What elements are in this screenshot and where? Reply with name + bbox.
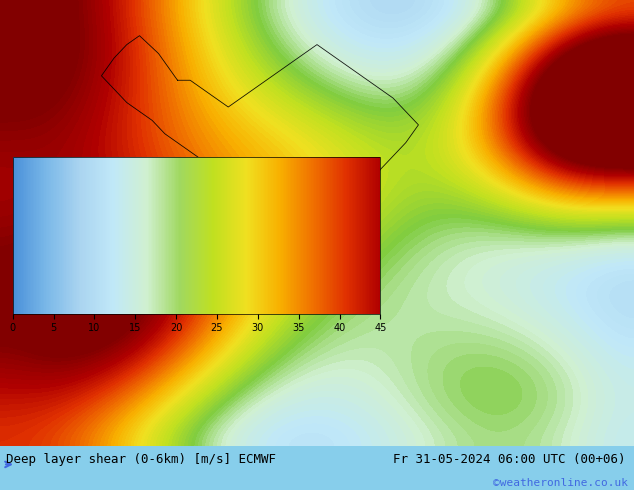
Text: Deep layer shear (0-6km) [m/s] ECMWF: Deep layer shear (0-6km) [m/s] ECMWF	[6, 453, 276, 466]
Text: ©weatheronline.co.uk: ©weatheronline.co.uk	[493, 478, 628, 488]
Text: Fr 31-05-2024 06:00 UTC (00+06): Fr 31-05-2024 06:00 UTC (00+06)	[393, 453, 626, 466]
